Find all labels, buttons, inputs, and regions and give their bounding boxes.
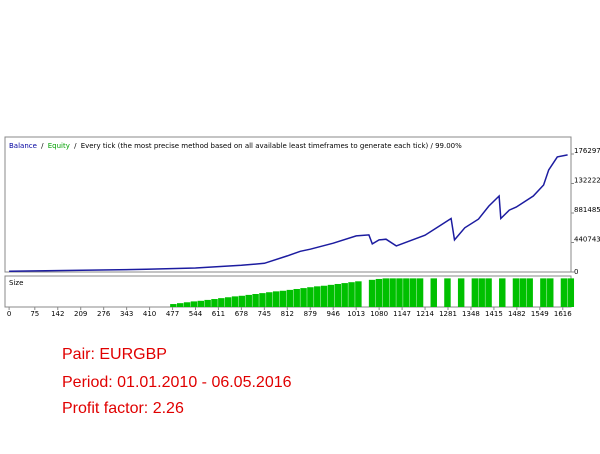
chart-header: Balance / Equity / Every tick (the most … <box>9 142 462 150</box>
size-bar <box>320 285 328 307</box>
x-tick-label: 544 <box>189 310 203 318</box>
size-bar <box>334 283 342 307</box>
size-bar <box>430 278 437 307</box>
y-tick-label: 1762971 <box>574 147 600 155</box>
x-tick-label: 1214 <box>416 310 434 318</box>
size-bar <box>293 288 300 307</box>
size-bar <box>368 279 376 307</box>
size-bar <box>197 300 205 307</box>
x-tick-label: 745 <box>258 310 271 318</box>
size-bar <box>567 278 575 307</box>
x-tick-label: 209 <box>74 310 87 318</box>
sep: / <box>74 142 77 150</box>
x-tick-label: 1281 <box>439 310 457 318</box>
size-bar <box>252 294 259 307</box>
x-tick-label: 75 <box>30 310 39 318</box>
x-tick-label: 611 <box>212 310 225 318</box>
main-frame <box>4 136 572 273</box>
profit-factor: Profit factor: 2.26 <box>62 400 184 417</box>
size-bar <box>259 293 266 307</box>
size-title: Size <box>9 279 23 287</box>
size-bar <box>409 278 417 307</box>
size-bar <box>382 278 390 307</box>
size-bar <box>478 278 485 307</box>
size-bar <box>300 288 307 307</box>
period: Period: 01.01.2010 - 06.05.2016 <box>62 374 292 391</box>
x-tick-label: 946 <box>327 310 341 318</box>
size-bar <box>444 278 451 307</box>
size-bar <box>286 289 294 307</box>
size-bar <box>272 291 280 307</box>
size-bar <box>218 298 225 307</box>
y-tick-label: 440743 <box>574 236 600 244</box>
size-bar <box>341 283 348 307</box>
pair: Pair: EURGBP <box>62 346 167 363</box>
size-bar <box>547 278 554 307</box>
size-bar <box>485 278 492 307</box>
size-bar <box>348 282 355 307</box>
x-tick-label: 0 <box>7 310 11 318</box>
size-bar <box>416 278 424 307</box>
x-tick-label: 1616 <box>554 310 572 318</box>
size-bar <box>231 296 239 307</box>
chart-title: Every tick (the most precise method base… <box>81 142 462 150</box>
size-bar <box>457 278 465 307</box>
size-bar <box>279 290 287 307</box>
x-tick-label: 1482 <box>508 310 526 318</box>
size-bar <box>314 286 321 307</box>
x-tick-label: 477 <box>166 310 179 318</box>
size-bar <box>327 284 335 307</box>
size-bar <box>526 278 533 307</box>
x-tick-label: 1080 <box>370 310 388 318</box>
size-bar <box>183 302 191 307</box>
size-bar <box>190 301 198 307</box>
balance-line <box>9 154 568 273</box>
size-bar <box>540 278 547 307</box>
size-bar <box>560 278 568 307</box>
y-tick-label: 881485 <box>574 206 600 214</box>
x-tick-label: 1415 <box>485 310 503 318</box>
y-tick-label: 0 <box>574 268 578 276</box>
size-bar <box>403 278 410 307</box>
size-bar <box>512 278 520 307</box>
size-bar <box>238 295 246 307</box>
size-bar <box>204 299 211 307</box>
sep: / <box>41 142 44 150</box>
x-tick-label: 1147 <box>393 310 411 318</box>
size-bar <box>355 281 362 307</box>
y-tick-label: 1322228 <box>574 177 600 185</box>
size-bar <box>375 278 383 307</box>
size-bar <box>519 278 527 307</box>
x-tick-label: 276 <box>97 310 111 318</box>
size-bar <box>245 294 252 307</box>
size-bar <box>396 278 403 307</box>
x-tick-label: 1549 <box>531 310 549 318</box>
size-bar <box>266 292 273 307</box>
x-tick-label: 812 <box>281 310 294 318</box>
size-bar <box>224 297 232 307</box>
size-bar <box>307 287 314 307</box>
balance-label: Balance <box>9 142 37 150</box>
size-bar <box>389 278 396 307</box>
equity-label: Equity <box>48 142 70 150</box>
x-tick-label: 678 <box>235 310 248 318</box>
x-tick-label: 142 <box>51 310 64 318</box>
size-bar <box>170 304 177 307</box>
size-bar <box>176 303 184 307</box>
x-tick-label: 879 <box>304 310 317 318</box>
size-bar <box>499 278 506 307</box>
size-bar <box>211 299 218 307</box>
size-bar <box>471 278 479 307</box>
x-tick-label: 343 <box>120 310 133 318</box>
x-tick-label: 410 <box>143 310 156 318</box>
x-tick-label: 1348 <box>462 310 480 318</box>
x-tick-label: 1013 <box>347 310 365 318</box>
